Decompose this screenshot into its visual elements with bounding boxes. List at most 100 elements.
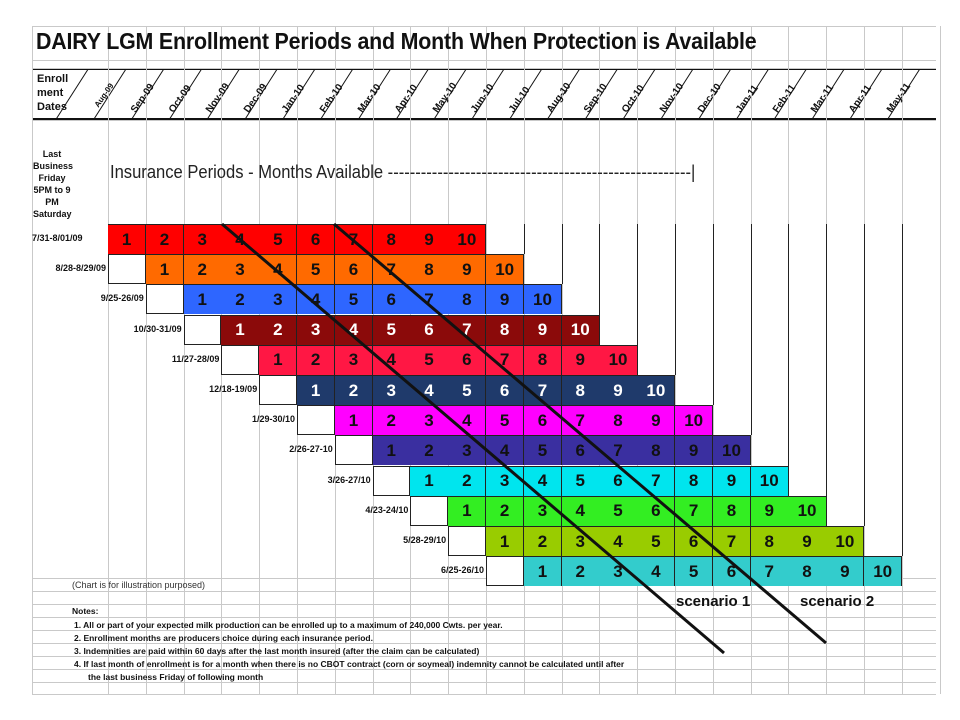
illustration-note: (Chart is for illustration purposed) (72, 580, 206, 590)
grid-line (32, 604, 936, 605)
grid-line (32, 591, 936, 592)
period-cell: 7 (372, 254, 411, 285)
period-cell: 3 (297, 314, 336, 345)
period-cell: 6 (599, 465, 638, 496)
period-cell: 6 (523, 405, 563, 436)
period-cell: 2 (221, 284, 260, 315)
period-cell: 2 (486, 495, 525, 526)
period-cell: 10 (523, 284, 563, 315)
note-item: 1. All or part of your expected milk pro… (74, 620, 503, 630)
column-line (826, 224, 827, 496)
period-cell: 2 (297, 344, 336, 375)
period-cell: 9 (712, 465, 752, 496)
enrollment-date-label: 10/30-31/09 (133, 323, 182, 334)
last-friday-header: Last Business Friday 5PM to 9 PM Saturda… (33, 149, 74, 219)
note-item: 2. Enrollment months are producers choic… (74, 633, 373, 643)
grid-line (108, 26, 109, 694)
period-cell: 9 (788, 526, 827, 556)
column-line (675, 224, 676, 375)
column-line (902, 224, 903, 557)
enrollment-date-label: 2/26-27-10 (289, 444, 333, 455)
period-cell: 10 (448, 224, 487, 254)
column-line (751, 224, 752, 436)
grid-line (184, 26, 185, 694)
scenario-2-label: scenario 2 (800, 593, 875, 610)
period-cell: 1 (259, 344, 298, 375)
note-item: 4. If last month of enrollment is for a … (74, 659, 625, 669)
period-cell: 5 (599, 495, 638, 526)
blank-cell (448, 526, 486, 556)
enrollment-dates-header: Enroll ment Dates (37, 73, 69, 113)
enrollment-date-label: 5/28-29/10 (403, 535, 447, 545)
period-cell: 1 (334, 405, 374, 436)
period-cell: 2 (183, 254, 222, 285)
period-cell: 5 (334, 284, 374, 315)
grid-line (32, 578, 936, 579)
period-cell: 8 (788, 556, 827, 587)
period-cell: 9 (599, 375, 638, 405)
period-cell: 7 (561, 405, 600, 436)
page-title: DAIRY LGM Enrollment Periods and Month W… (36, 28, 757, 54)
period-cell: 5 (448, 375, 487, 405)
grid-line (940, 26, 941, 694)
period-cell: 10 (712, 435, 752, 466)
blank-cell (486, 556, 524, 587)
period-cell: 1 (372, 435, 411, 466)
period-cell: 3 (410, 405, 449, 436)
scenario-1-label: scenario 1 (676, 593, 751, 610)
blank-cell (259, 375, 297, 405)
period-cell: 1 (410, 465, 449, 496)
grid-line (32, 656, 936, 657)
period-cell: 7 (410, 284, 449, 315)
period-cell: 7 (637, 465, 676, 496)
period-cell: 4 (259, 254, 298, 285)
column-line (524, 224, 525, 255)
month-header-dividers (32, 68, 936, 120)
period-cell: 10 (561, 314, 600, 345)
grid-line (32, 682, 936, 683)
period-cell: 8 (486, 314, 525, 345)
period-cell: 7 (599, 435, 638, 466)
period-cell: 6 (334, 254, 374, 285)
column-line (864, 224, 865, 526)
period-cell: 4 (297, 284, 336, 315)
period-cell: 8 (599, 405, 638, 436)
enrollment-date-label: 4/23-24/10 (365, 504, 409, 515)
period-cell: 8 (712, 495, 752, 526)
period-cell: 8 (750, 526, 789, 556)
period-cell: 2 (372, 405, 411, 436)
period-cell: 8 (410, 254, 449, 285)
period-cell: 9 (675, 435, 714, 466)
period-cell: 5 (372, 314, 411, 345)
notes-heading: Notes: (72, 606, 99, 616)
period-cell: 9 (523, 314, 563, 345)
period-cell: 3 (259, 284, 298, 315)
period-cell: 9 (826, 556, 865, 587)
period-cell: 1 (486, 526, 525, 556)
period-cell: 5 (297, 254, 336, 285)
period-cell: 4 (448, 405, 487, 436)
column-line (599, 224, 600, 315)
period-cell: 9 (637, 405, 676, 436)
period-cell: 8 (448, 284, 487, 315)
period-cell: 4 (523, 465, 563, 496)
period-cell: 5 (637, 526, 676, 556)
period-cell: 4 (486, 435, 525, 466)
period-cell: 5 (259, 224, 298, 254)
period-cell: 5 (561, 465, 600, 496)
period-cell: 1 (183, 284, 222, 315)
insurance-periods-label: Insurance Periods - Months Available ---… (110, 162, 696, 182)
period-cell: 1 (297, 375, 336, 405)
column-line (713, 224, 714, 406)
period-cell: 10 (599, 344, 638, 375)
period-cell: 4 (637, 556, 676, 587)
period-cell: 1 (448, 495, 487, 526)
grid-line (32, 617, 936, 618)
grid-line (32, 26, 936, 27)
note-item: 3. Indemnities are paid within 60 days a… (74, 646, 480, 656)
grid-line (32, 60, 936, 61)
blank-cell (410, 495, 449, 526)
period-cell: 3 (334, 344, 374, 375)
grid-line (32, 630, 936, 631)
period-cell: 9 (486, 284, 525, 315)
